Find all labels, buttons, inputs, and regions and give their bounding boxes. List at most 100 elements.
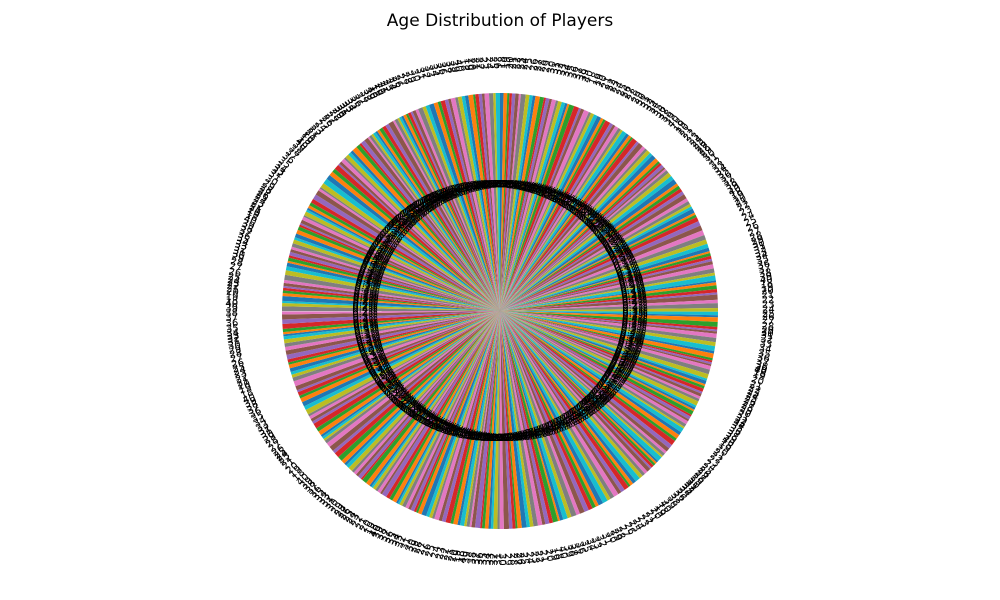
slice-percent-label: 0.2% — [442, 426, 467, 437]
slice-percent-label: 0.3% — [499, 433, 524, 444]
pie-slice — [399, 311, 500, 506]
slice-label: 33 — [485, 553, 496, 566]
slice-label: 37 — [725, 426, 741, 442]
slice-label: 19 — [547, 547, 560, 562]
slice-label: 31 — [599, 531, 614, 547]
slice-label: 29 — [761, 325, 775, 337]
pie-slice — [500, 311, 572, 519]
slice-label: 32 — [733, 413, 749, 428]
pie-slice — [361, 140, 500, 311]
pie-slice — [348, 311, 500, 471]
slice-percent-label: 0.1% — [524, 428, 549, 439]
slice-percent-label: 0.4% — [502, 432, 527, 443]
slice-percent-label: 0.4% — [469, 180, 494, 191]
slice-label: 33 — [233, 239, 248, 253]
pie-slice — [305, 311, 500, 415]
pie-slice — [500, 311, 634, 486]
slice-label: 27 — [256, 185, 272, 201]
slice-percent-label: 0.3% — [354, 326, 379, 337]
pie-slice — [281, 306, 500, 312]
slice-label: 18 — [760, 278, 774, 290]
slice-percent-label: 0.1% — [619, 335, 644, 346]
slice-percent-label: 0.4% — [372, 239, 397, 250]
slice-percent-label: 0.2% — [446, 427, 471, 438]
slice-percent-label: 0.3% — [584, 218, 609, 229]
slice-percent-label: 0.3% — [362, 258, 387, 269]
slice-label: 33 — [759, 338, 773, 351]
pie-slice — [371, 133, 500, 311]
slice-label: 25 — [487, 56, 498, 69]
slice-label: 28 — [229, 256, 244, 269]
pie-slice — [500, 135, 632, 311]
slice-percent-label: 0.3% — [364, 358, 389, 369]
pie-slice — [500, 148, 648, 311]
pie-slice — [500, 311, 713, 363]
pie-slice — [500, 311, 543, 526]
slice-label: 27 — [229, 261, 243, 274]
slice-percent-label: 0.1% — [530, 185, 555, 196]
slice-percent-label: 0.2% — [537, 188, 562, 199]
pie-slice — [500, 100, 562, 311]
pie-slice — [500, 311, 629, 490]
slice-percent-label: 0.2% — [370, 244, 395, 255]
pie-slice — [500, 204, 692, 311]
pie-slice — [313, 194, 500, 311]
pie-slice — [500, 176, 674, 311]
slice-label: 28 — [749, 230, 764, 244]
slice-percent-label: 0.4% — [613, 260, 638, 271]
slice-percent-label: 0.2% — [378, 380, 403, 391]
slice-label: 26 — [230, 357, 245, 370]
slice-label: 26 — [491, 56, 502, 69]
slice-label: 37 — [246, 402, 262, 417]
slice-percent-label: 0.4% — [612, 258, 637, 269]
pie-slice — [401, 115, 500, 312]
pie-slice — [500, 311, 718, 327]
pie-slice — [282, 311, 500, 324]
slice-percent-label: 0.2% — [590, 389, 615, 400]
pie-slice — [500, 311, 705, 389]
slice-percent-label: 0.3% — [618, 339, 643, 350]
slice-label: 32 — [256, 423, 272, 439]
slice-percent-label: 0.4% — [574, 209, 599, 220]
slice-label: 30 — [227, 340, 241, 353]
slice-percent-label: 0.2% — [363, 356, 388, 367]
pie-slice — [397, 117, 500, 311]
slice-percent-label: 0.3% — [479, 179, 504, 190]
slice-label: 36 — [567, 65, 581, 80]
slice-label: 35 — [385, 530, 400, 546]
slice-label: 20 — [750, 374, 765, 388]
slice-label: 29 — [738, 403, 754, 418]
pie-slice — [500, 93, 510, 312]
pie-slice — [315, 190, 500, 311]
pie-slice — [500, 93, 513, 311]
slice-percent-label: 0.2% — [356, 276, 381, 287]
slice-percent-label: 0.2% — [614, 351, 639, 362]
slice-label: 39 — [754, 362, 769, 376]
pie-slice — [285, 266, 500, 311]
slice-label: 26 — [762, 312, 775, 323]
pie-slice — [500, 120, 611, 311]
slice-percent-label: 0.3% — [471, 432, 496, 443]
slice-label: 35 — [755, 254, 770, 267]
slice-percent-label: 0.1% — [391, 217, 416, 228]
slice-percent-label: 0.3% — [600, 236, 625, 247]
slice-label: 26 — [228, 267, 242, 280]
pie-slice — [410, 111, 500, 311]
slice-label: 20 — [465, 57, 477, 71]
slice-label: 20 — [447, 548, 460, 562]
slice-percent-label: 0.3% — [390, 394, 415, 405]
slice-percent-label: 0.2% — [608, 363, 633, 374]
slice-percent-label: 0.2% — [589, 223, 614, 234]
pie-slice — [500, 311, 593, 511]
slice-percent-label: 0.3% — [603, 371, 628, 382]
slice-label: 29 — [502, 553, 513, 566]
slice-percent-label: 0.2% — [428, 192, 453, 203]
pie-slice — [500, 158, 659, 311]
pie-slice — [500, 311, 662, 462]
slice-label: 34 — [730, 417, 746, 433]
pie-slice — [500, 97, 550, 312]
pie-slice — [500, 150, 651, 311]
slice-percent-label: 0.3% — [374, 375, 399, 386]
slice-percent-label: 0.3% — [371, 242, 396, 253]
